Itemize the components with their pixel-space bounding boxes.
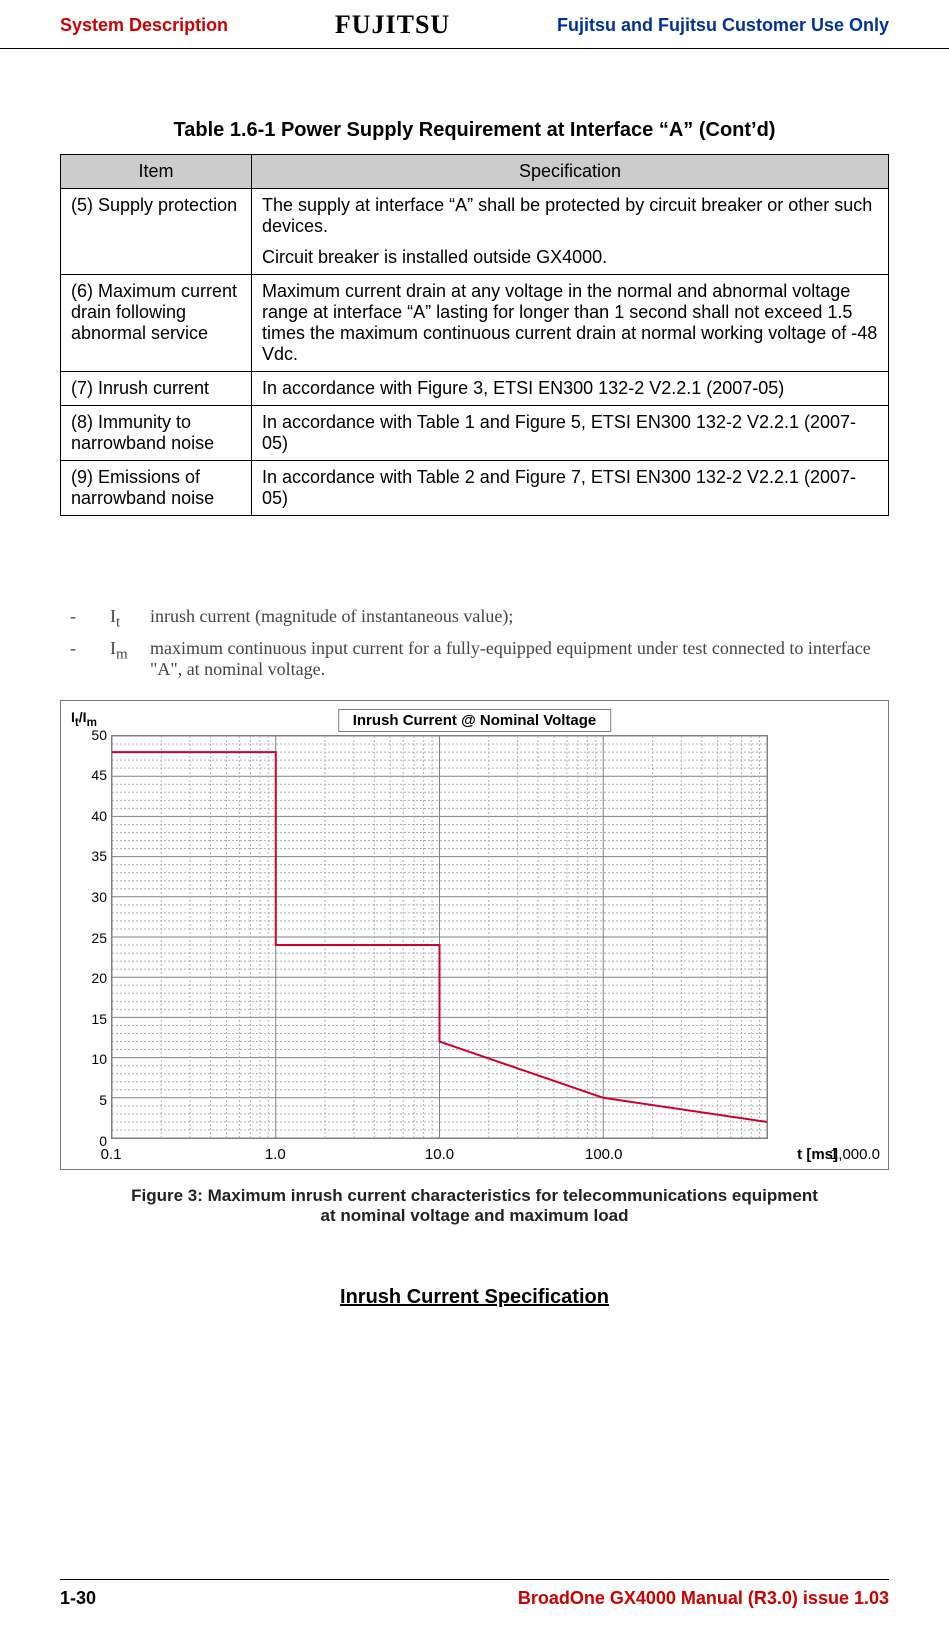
table-row: (9) Emissions of narrowband noise In acc…	[61, 461, 889, 516]
header-right: Fujitsu and Fujitsu Customer Use Only	[557, 15, 889, 36]
item-cell: (5) Supply protection	[61, 189, 252, 275]
chart-plot	[111, 735, 768, 1139]
ytick: 30	[83, 889, 107, 905]
ytick: 40	[83, 808, 107, 824]
chart-title: Inrush Current @ Nominal Voltage	[338, 709, 612, 732]
ytick: 45	[83, 767, 107, 783]
table-row: (8) Immunity to narrowband noise In acco…	[61, 406, 889, 461]
page-footer: 1-30 BroadOne GX4000 Manual (R3.0) issue…	[60, 1579, 889, 1609]
col-item: Item	[61, 155, 252, 189]
fujitsu-logo: FUJITSU	[335, 10, 450, 40]
footer-page: 1-30	[60, 1588, 96, 1609]
xtick: 100.0	[585, 1146, 623, 1163]
ytick: 25	[83, 930, 107, 946]
spec-table: Item Specification (5) Supply protection…	[60, 154, 889, 516]
col-spec: Specification	[252, 155, 889, 189]
legend-it: inrush current (magnitude of instantaneo…	[150, 606, 879, 632]
xtick: 10.0	[425, 1146, 454, 1163]
spec-cell: In accordance with Table 2 and Figure 7,…	[252, 461, 889, 516]
ytick: 5	[83, 1092, 107, 1108]
table-row: (6) Maximum current drain following abno…	[61, 275, 889, 372]
ytick: 15	[83, 1011, 107, 1027]
legend: - It inrush current (magnitude of instan…	[60, 606, 889, 680]
table-title: Table 1.6-1 Power Supply Requirement at …	[60, 119, 889, 142]
ytick: 20	[83, 970, 107, 986]
item-cell: (8) Immunity to narrowband noise	[61, 406, 252, 461]
inrush-chart: It/Im Inrush Current @ Nominal Voltage t…	[60, 700, 889, 1170]
item-cell: (7) Inrush current	[61, 372, 252, 406]
spec-cell: In accordance with Figure 3, ETSI EN300 …	[252, 372, 889, 406]
footer-doc: BroadOne GX4000 Manual (R3.0) issue 1.03	[518, 1588, 889, 1609]
table-row: (7) Inrush current In accordance with Fi…	[61, 372, 889, 406]
section-title: Inrush Current Specification	[60, 1286, 889, 1309]
spec-cell: In accordance with Table 1 and Figure 5,…	[252, 406, 889, 461]
chart-svg	[112, 736, 767, 1138]
chart-ylabel: It/Im	[71, 709, 97, 729]
xtick: 1.0	[265, 1146, 286, 1163]
figure-caption: Figure 3: Maximum inrush current charact…	[60, 1186, 889, 1226]
page-header: System Description FUJITSU Fujitsu and F…	[0, 0, 949, 49]
header-left: System Description	[60, 15, 228, 36]
ytick: 10	[83, 1051, 107, 1067]
item-cell: (9) Emissions of narrowband noise	[61, 461, 252, 516]
spec-cell: The supply at interface “A” shall be pro…	[252, 189, 889, 275]
table-row: (5) Supply protection The supply at inte…	[61, 189, 889, 275]
spec-cell: Maximum current drain at any voltage in …	[252, 275, 889, 372]
item-cell: (6) Maximum current drain following abno…	[61, 275, 252, 372]
ytick: 35	[83, 848, 107, 864]
xaxis-end: 1,000.0	[830, 1146, 880, 1163]
ytick: 50	[83, 727, 107, 743]
xtick: 0.1	[101, 1146, 122, 1163]
legend-im: maximum continuous input current for a f…	[150, 638, 879, 680]
